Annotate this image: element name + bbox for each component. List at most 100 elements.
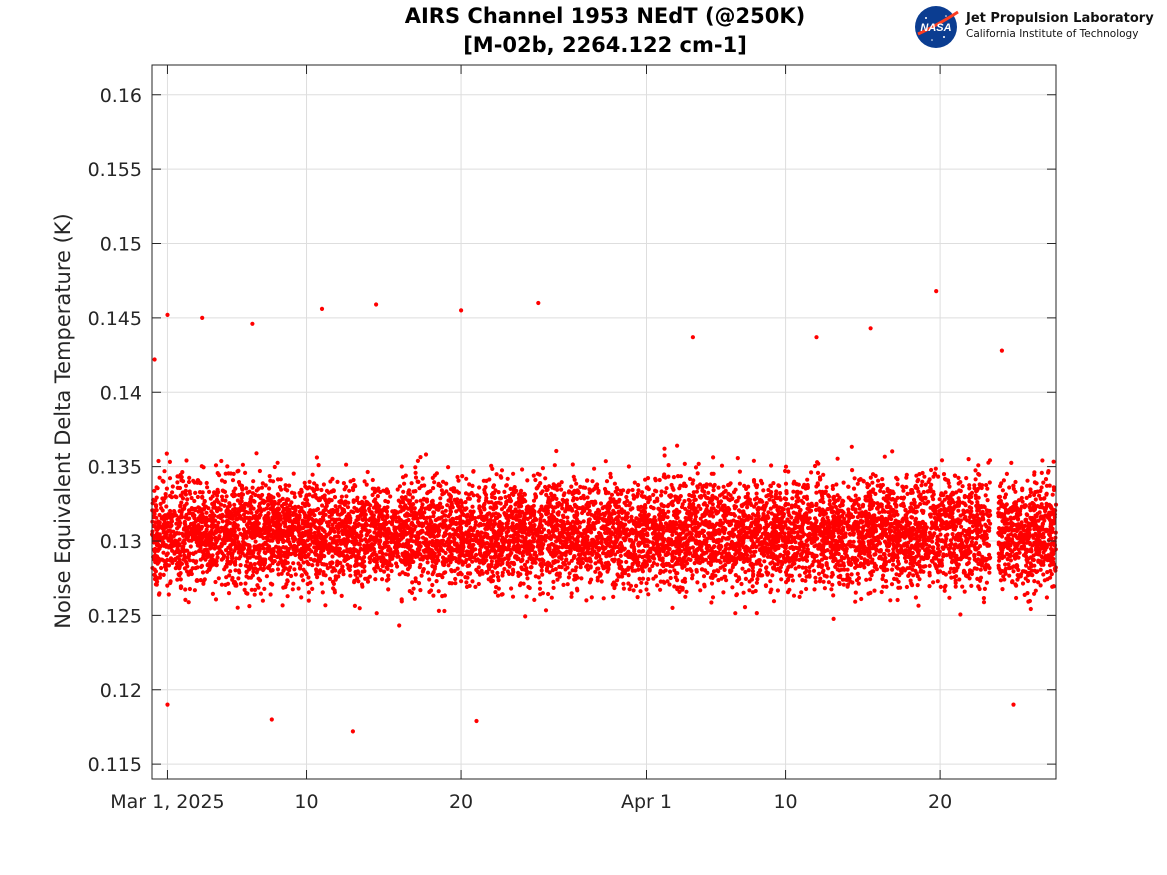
- data-point: [655, 562, 660, 567]
- data-point: [434, 471, 439, 476]
- data-point: [804, 586, 809, 592]
- data-point: [442, 608, 447, 614]
- data-point: [188, 544, 193, 549]
- data-point: [881, 584, 886, 589]
- data-point: [296, 586, 301, 591]
- data-point: [972, 483, 977, 488]
- data-point: [339, 593, 344, 599]
- data-point: [1028, 606, 1033, 612]
- data-point: [470, 579, 475, 584]
- data-point: [254, 451, 259, 456]
- data-point: [565, 515, 570, 520]
- data-point: [833, 504, 839, 510]
- data-point: [768, 579, 773, 584]
- data-point: [292, 567, 297, 572]
- data-point: [296, 504, 301, 509]
- data-point: [640, 490, 645, 495]
- data-point: [939, 561, 944, 566]
- data-point: [262, 586, 267, 592]
- data-point: [675, 587, 680, 592]
- data-point: [901, 488, 906, 493]
- data-point: [218, 502, 224, 507]
- data-point: [587, 517, 592, 522]
- data-point: [826, 580, 832, 585]
- data-point: [645, 476, 651, 481]
- data-point: [509, 586, 514, 591]
- data-point: [868, 475, 873, 480]
- data-point: [716, 578, 721, 583]
- data-point: [525, 478, 530, 483]
- data-point: [540, 466, 546, 471]
- data-point: [520, 534, 525, 539]
- data-point: [942, 497, 947, 502]
- data-point: [296, 561, 301, 566]
- logo-line-2: California Institute of Technology: [966, 28, 1139, 40]
- data-point: [320, 590, 325, 595]
- data-point: [644, 581, 649, 586]
- data-point: [388, 494, 393, 499]
- data-point: [235, 498, 240, 503]
- data-point: [306, 598, 311, 603]
- data-point: [440, 479, 446, 484]
- data-point: [510, 567, 516, 572]
- data-point: [619, 491, 624, 496]
- data-point: [601, 551, 606, 556]
- data-point: [711, 488, 716, 493]
- data-point: [978, 575, 984, 580]
- data-point: [236, 576, 241, 581]
- data-point: [760, 573, 765, 578]
- data-point: [420, 515, 425, 520]
- data-point: [559, 480, 564, 485]
- data-point: [880, 576, 885, 582]
- data-point: [831, 616, 836, 622]
- data-point: [947, 595, 952, 600]
- data-point: [237, 570, 242, 575]
- data-point: [267, 474, 272, 479]
- data-point: [222, 503, 227, 508]
- data-point: [985, 486, 990, 491]
- data-point: [775, 588, 781, 593]
- data-point: [950, 532, 955, 537]
- data-point: [778, 491, 783, 496]
- data-point: [585, 495, 590, 500]
- data-point: [921, 489, 926, 495]
- data-point: [826, 493, 831, 498]
- data-point: [561, 514, 566, 519]
- data-point: [345, 505, 351, 510]
- data-point: [817, 579, 823, 584]
- data-point: [362, 495, 367, 500]
- data-point: [844, 546, 849, 552]
- data-point: [879, 565, 884, 570]
- data-point: [789, 515, 794, 520]
- data-point: [330, 522, 335, 527]
- data-point: [475, 493, 480, 498]
- data-point: [464, 580, 469, 585]
- data-point: [187, 586, 192, 592]
- data-point: [540, 572, 545, 577]
- data-point: [322, 554, 327, 559]
- data-point: [909, 515, 914, 520]
- data-point: [915, 583, 920, 588]
- data-point: [987, 552, 992, 558]
- data-point: [330, 554, 335, 559]
- data-point: [557, 564, 562, 570]
- data-point: [412, 506, 417, 511]
- data-point: [598, 501, 604, 506]
- data-point: [170, 484, 175, 489]
- data-point: [724, 495, 729, 500]
- data-point: [179, 478, 184, 483]
- data-point: [962, 589, 967, 594]
- data-point: [583, 485, 588, 490]
- data-point: [360, 569, 365, 574]
- data-point: [257, 548, 262, 554]
- data-point: [425, 560, 430, 565]
- data-point: [888, 513, 893, 518]
- data-point: [425, 515, 430, 521]
- data-point: [544, 492, 549, 497]
- data-point: [666, 463, 671, 468]
- data-point: [983, 522, 988, 527]
- data-point: [695, 580, 700, 585]
- data-point: [589, 530, 594, 535]
- data-point: [849, 444, 854, 449]
- data-point: [184, 458, 189, 463]
